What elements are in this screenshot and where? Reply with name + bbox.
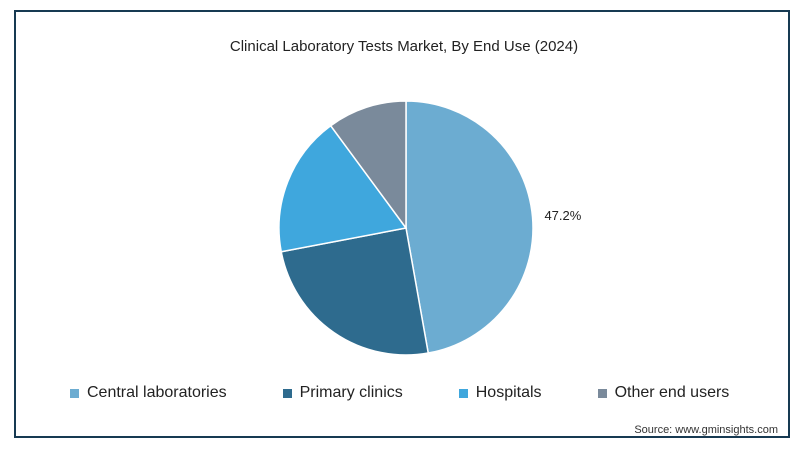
legend-swatch <box>597 388 607 398</box>
source-note: Source: www.gminsights.com <box>634 424 778 436</box>
legend-swatch <box>282 388 292 398</box>
pie-slice-other-end-users <box>329 100 407 231</box>
legend-label: Central laboratories <box>87 384 227 401</box>
pie-slice-central-laboratories <box>405 100 534 354</box>
legend-swatch <box>70 388 79 398</box>
legend: Central laboratories Primary clinics Hos… <box>70 384 785 402</box>
legend-swatch <box>458 388 468 398</box>
pie-slice-primary-clinics <box>280 227 430 356</box>
legend-label: Other end users <box>614 384 730 401</box>
legend-item-other-end-users: Other end users <box>597 384 730 402</box>
legend-item-primary-clinics: Primary clinics <box>282 384 403 402</box>
slice-data-label: 47.2% <box>544 208 581 223</box>
legend-item-hospitals: Hospitals <box>458 384 542 402</box>
legend-label: Hospitals <box>475 384 542 401</box>
legend-item-central-laboratories: Central laboratories <box>70 384 227 402</box>
legend-label: Primary clinics <box>299 384 403 401</box>
pie-slice-hospitals <box>278 124 408 253</box>
chart-title: Clinical Laboratory Tests Market, By End… <box>229 38 579 55</box>
